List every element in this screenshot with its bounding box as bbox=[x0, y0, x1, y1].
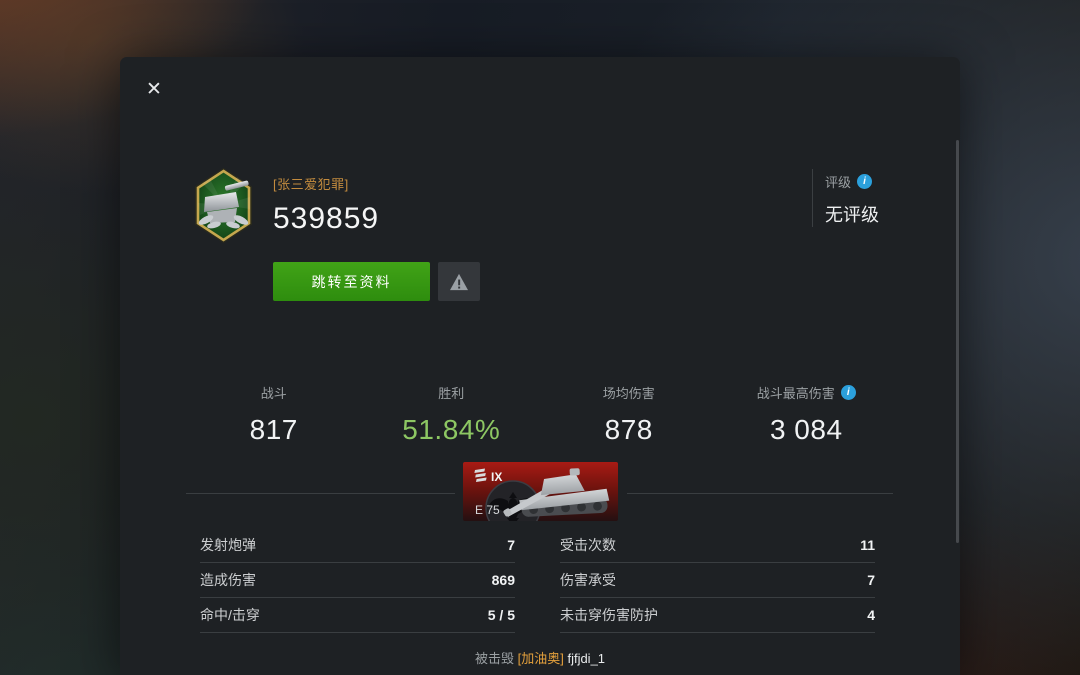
killer-name: fjfjdi_1 bbox=[567, 651, 606, 666]
stat-avg-damage: 场均伤害 878 bbox=[540, 383, 718, 446]
detail-label: 发射炮弹 bbox=[200, 537, 256, 553]
tank-silhouette bbox=[503, 468, 610, 517]
detail-value: 11 bbox=[860, 537, 875, 553]
rating-block: 评级 i 无评级 bbox=[812, 169, 882, 227]
detail-value: 869 bbox=[491, 572, 515, 588]
divider bbox=[627, 493, 893, 494]
detail-label: 伤害承受 bbox=[560, 572, 616, 588]
detail-value: 7 bbox=[867, 572, 875, 588]
destroyed-by-line: 被击毁 [加油奥] fjfjdi_1 bbox=[120, 648, 960, 667]
detail-value: 7 bbox=[507, 537, 515, 553]
vehicle-card[interactable]: IX E 75 bbox=[463, 462, 618, 536]
table-row: 未击穿伤害防护 4 bbox=[560, 598, 875, 633]
killer-clan-tag: [加油奥] bbox=[517, 651, 564, 666]
table-row: 发射炮弹 7 bbox=[200, 528, 515, 563]
player-stats-modal: ✕ bbox=[120, 57, 960, 675]
detail-value: 5 / 5 bbox=[487, 607, 515, 623]
table-row: 命中/击穿 5 / 5 bbox=[200, 598, 515, 633]
divider bbox=[186, 493, 455, 494]
clan-emblem-icon bbox=[195, 168, 252, 243]
rating-label: 评级 bbox=[825, 175, 852, 190]
vehicle-name: E 75 bbox=[475, 503, 500, 517]
clan-tag: [张三爱犯罪] bbox=[273, 177, 349, 192]
stat-winrate-value: 51.84% bbox=[402, 414, 501, 445]
report-button[interactable] bbox=[438, 262, 480, 301]
detail-label: 命中/击穿 bbox=[200, 607, 260, 623]
stat-avg-damage-label: 场均伤害 bbox=[602, 386, 655, 401]
stat-battles-value: 817 bbox=[249, 414, 298, 445]
table-row: 受击次数 11 bbox=[560, 528, 875, 563]
stat-max-damage-value: 3 084 bbox=[769, 414, 843, 445]
stat-max-damage-label: 战斗最高伤害 bbox=[756, 386, 835, 401]
detail-label: 受击次数 bbox=[560, 537, 616, 553]
stat-winrate: 胜利 51.84% bbox=[363, 383, 541, 446]
info-icon[interactable]: i bbox=[840, 385, 856, 400]
summary-stats: 战斗 817 胜利 51.84% 场均伤害 878 战斗最高伤害 i 3 084 bbox=[185, 383, 895, 446]
detail-value: 4 bbox=[867, 607, 875, 623]
stat-avg-damage-value: 878 bbox=[604, 414, 653, 445]
warning-icon bbox=[450, 273, 468, 290]
close-button[interactable]: ✕ bbox=[142, 77, 166, 101]
rating-value: 无评级 bbox=[825, 205, 879, 225]
stat-max-damage: 战斗最高伤害 i 3 084 bbox=[718, 383, 896, 446]
heavy-tank-class-icon bbox=[474, 468, 487, 482]
details-table-right: 受击次数 11 伤害承受 7 未击穿伤害防护 4 bbox=[560, 528, 875, 633]
stat-battles: 战斗 817 bbox=[185, 383, 363, 446]
stat-battles-label: 战斗 bbox=[260, 386, 287, 401]
goto-profile-button[interactable]: 跳转至资料 bbox=[273, 262, 430, 301]
destroyed-by-label: 被击毁 bbox=[474, 651, 514, 666]
info-icon[interactable]: i bbox=[857, 174, 873, 189]
scrollbar[interactable] bbox=[956, 140, 959, 543]
detail-label: 未击穿伤害防护 bbox=[560, 607, 658, 623]
table-row: 伤害承受 7 bbox=[560, 563, 875, 598]
details-table-left: 发射炮弹 7 造成伤害 869 命中/击穿 5 / 5 bbox=[200, 528, 515, 633]
stat-winrate-label: 胜利 bbox=[438, 386, 465, 401]
table-row: 造成伤害 869 bbox=[200, 563, 515, 598]
player-name: 539859 bbox=[273, 202, 380, 235]
vehicle-tier: IX bbox=[491, 470, 502, 484]
detail-label: 造成伤害 bbox=[200, 572, 256, 588]
